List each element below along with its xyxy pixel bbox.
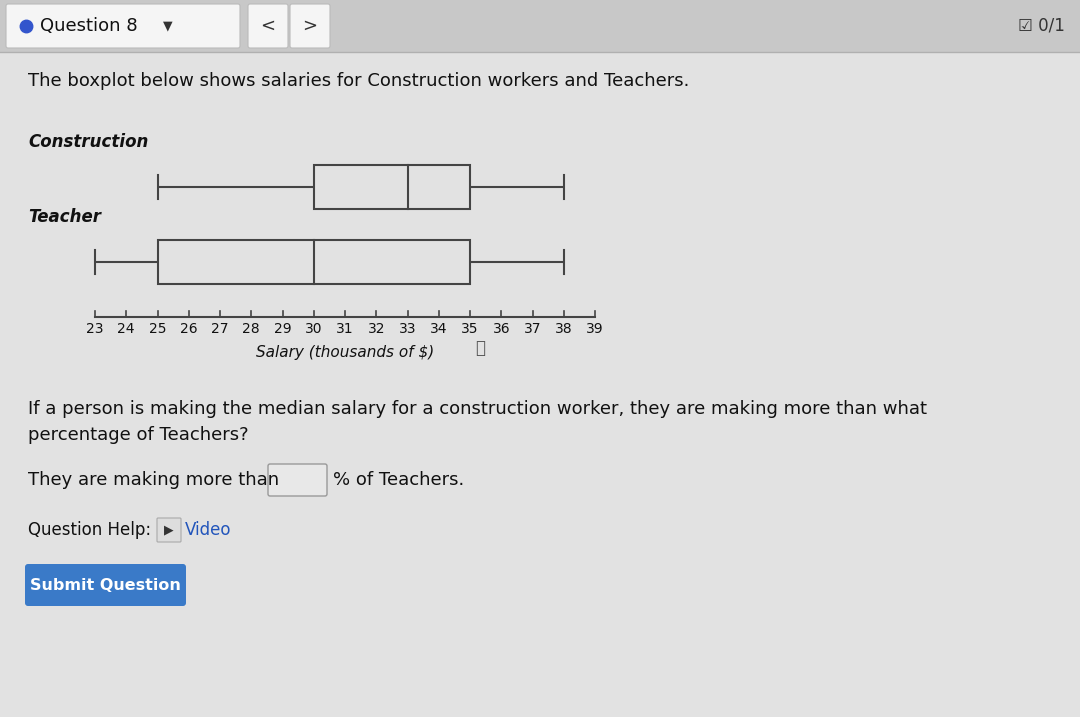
Text: ▶: ▶	[164, 523, 174, 536]
Text: 30: 30	[305, 322, 323, 336]
FancyBboxPatch shape	[248, 4, 288, 48]
Text: 38: 38	[555, 322, 572, 336]
Text: 26: 26	[180, 322, 198, 336]
Text: >: >	[302, 17, 318, 35]
Text: Teacher: Teacher	[28, 208, 102, 226]
Text: 24: 24	[118, 322, 135, 336]
Text: If a person is making the median salary for a construction worker, they are maki: If a person is making the median salary …	[28, 400, 927, 445]
Text: 🔍: 🔍	[475, 339, 485, 357]
Text: Submit Question: Submit Question	[30, 577, 181, 592]
Text: ☑ 0/1: ☑ 0/1	[1018, 17, 1065, 35]
FancyBboxPatch shape	[291, 4, 330, 48]
Text: Video: Video	[185, 521, 231, 539]
Text: Question 8: Question 8	[40, 17, 137, 35]
Text: 32: 32	[367, 322, 384, 336]
Bar	[0, 0, 1080, 52]
Text: 33: 33	[399, 322, 416, 336]
FancyBboxPatch shape	[157, 518, 181, 542]
Text: 36: 36	[492, 322, 510, 336]
Text: 31: 31	[336, 322, 354, 336]
Text: They are making more than: They are making more than	[28, 471, 279, 489]
Text: 25: 25	[149, 322, 166, 336]
Text: 28: 28	[242, 322, 260, 336]
Text: 39: 39	[586, 322, 604, 336]
Text: 34: 34	[430, 322, 447, 336]
Text: 37: 37	[524, 322, 541, 336]
Text: The boxplot below shows salaries for Construction workers and Teachers.: The boxplot below shows salaries for Con…	[28, 72, 689, 90]
Text: 23: 23	[86, 322, 104, 336]
Text: 29: 29	[273, 322, 292, 336]
Bar	[314, 165, 470, 209]
Bar	[158, 240, 470, 284]
Text: <: <	[260, 17, 275, 35]
Text: Salary (thousands of $): Salary (thousands of $)	[256, 345, 434, 360]
Text: 35: 35	[461, 322, 478, 336]
Text: 27: 27	[212, 322, 229, 336]
FancyBboxPatch shape	[6, 4, 240, 48]
Text: % of Teachers.: % of Teachers.	[333, 471, 464, 489]
Text: Question Help:: Question Help:	[28, 521, 151, 539]
FancyBboxPatch shape	[268, 464, 327, 496]
FancyBboxPatch shape	[25, 564, 186, 606]
Text: Construction: Construction	[28, 133, 148, 151]
Text: ▼: ▼	[163, 19, 173, 32]
